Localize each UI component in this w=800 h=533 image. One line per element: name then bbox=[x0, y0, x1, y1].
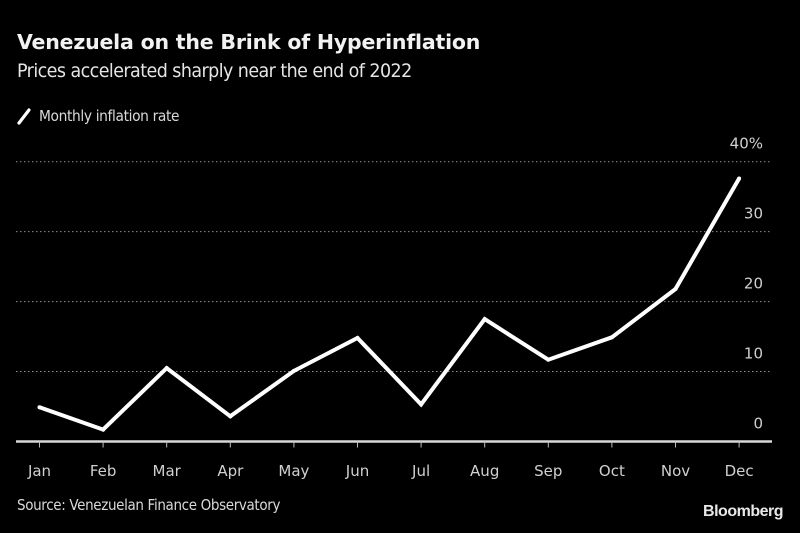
y-tick-label: 20 bbox=[744, 275, 763, 293]
data-point-oct bbox=[609, 335, 614, 340]
y-tick-label: 30 bbox=[744, 205, 763, 223]
source-note: Source: Venezuelan Finance Observatory bbox=[17, 496, 281, 514]
x-tick-label: Dec bbox=[725, 462, 754, 480]
chart-title: Venezuela on the Brink of Hyperinflation bbox=[17, 30, 481, 54]
x-tick-label: Jan bbox=[27, 462, 51, 480]
y-tick-label: 40% bbox=[730, 135, 763, 153]
data-point-jan bbox=[37, 405, 42, 410]
x-tick-label: Apr bbox=[217, 462, 244, 480]
x-tick-label: Oct bbox=[599, 462, 625, 480]
legend: Monthly inflation rate bbox=[16, 104, 191, 128]
data-point-feb bbox=[101, 427, 106, 432]
x-tick-label: Aug bbox=[470, 462, 499, 480]
y-axis-labels: 0 10 20 30 40% bbox=[730, 135, 763, 433]
y-tick-label: 0 bbox=[753, 415, 763, 433]
series-line-0 bbox=[38, 177, 741, 432]
x-axis-labels: Jan Feb Mar Apr May Jun Jul Aug Sep Oct Nov Dec bbox=[27, 462, 754, 480]
x-tick-label: May bbox=[278, 462, 309, 480]
chart-subtitle: Prices accelerated sharply near the end … bbox=[17, 60, 412, 82]
gridlines bbox=[16, 161, 770, 373]
data-point-jul bbox=[419, 402, 424, 407]
data-point-dec bbox=[737, 176, 742, 181]
x-axis bbox=[16, 440, 772, 448]
x-tick-label: Sep bbox=[534, 462, 562, 480]
data-point-mar bbox=[164, 366, 169, 371]
x-tick-label: Nov bbox=[661, 462, 690, 480]
x-tick-label: Feb bbox=[90, 462, 117, 480]
series bbox=[37, 176, 742, 432]
x-tick-label: Jul bbox=[411, 462, 430, 480]
legend-label: Monthly inflation rate bbox=[39, 107, 180, 125]
data-point-apr bbox=[228, 414, 233, 419]
data-point-sep bbox=[546, 357, 551, 362]
line-swatch-icon bbox=[17, 108, 31, 125]
data-point-nov bbox=[673, 287, 678, 292]
x-tick-label: Jun bbox=[345, 462, 369, 480]
bloomberg-logo: Bloomberg bbox=[703, 503, 783, 520]
data-point-aug bbox=[482, 317, 487, 322]
y-tick-label: 10 bbox=[744, 345, 763, 363]
data-point-may bbox=[291, 368, 296, 373]
x-tick-label: Mar bbox=[153, 462, 182, 480]
data-point-jun bbox=[355, 335, 360, 340]
